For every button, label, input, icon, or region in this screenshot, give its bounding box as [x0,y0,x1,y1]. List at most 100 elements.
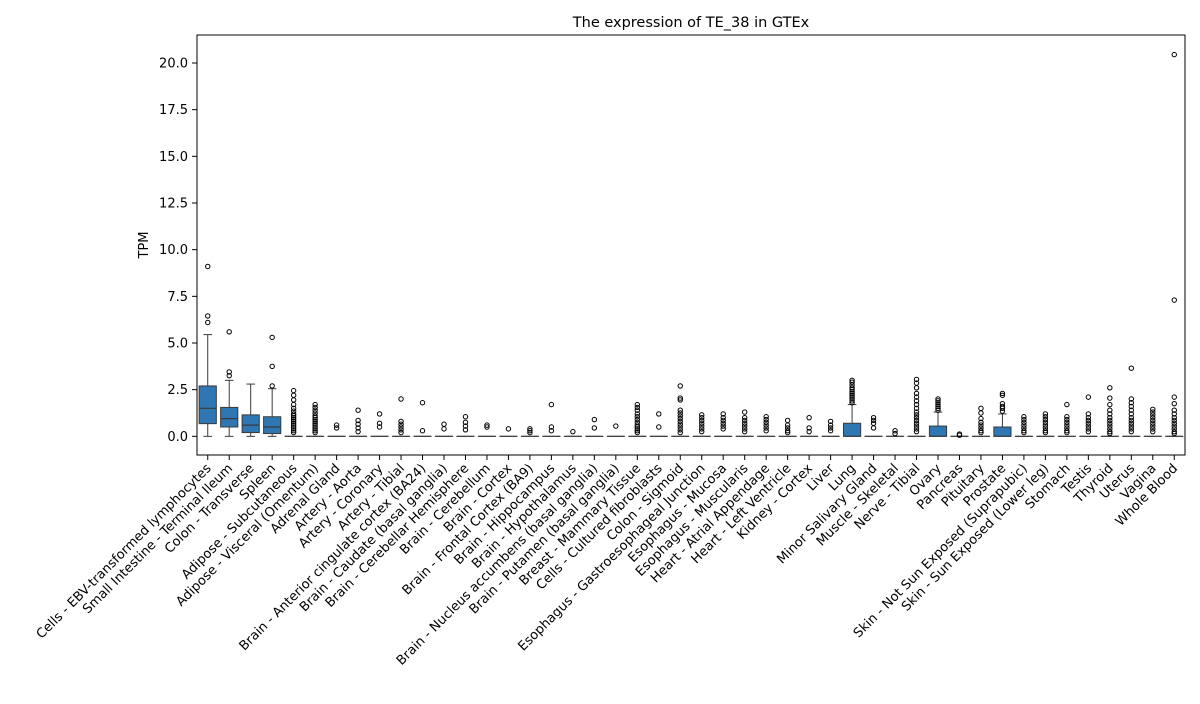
box [242,415,259,433]
outlier-point [807,415,811,419]
outlier-point [1000,409,1004,413]
box-group [801,415,818,436]
outlier-point [1172,395,1176,399]
outlier-point [206,264,210,268]
box-group [951,432,968,438]
box-group [221,330,238,437]
outlier-point [571,429,575,433]
outlier-point [206,314,210,318]
box-group [414,401,431,437]
x-tick-label: Cells - EBV-transformed lymphocytes [34,461,215,642]
box-group [1166,52,1183,436]
box-group [307,402,324,436]
outlier-point [700,429,704,433]
box-group [758,415,775,437]
box-group [672,384,689,437]
box-group [1080,395,1097,436]
outlier-point [420,401,424,405]
outlier-point [1129,429,1133,433]
box-group [371,412,388,437]
box-group [994,391,1011,436]
outlier-point [592,417,596,421]
outlier-point [270,335,274,339]
outlier-point [463,415,467,419]
plot-area [199,52,1183,437]
outlier-point [1129,366,1133,370]
box-group [521,427,538,437]
box-group [1015,415,1032,437]
box-group [199,264,216,436]
y-tick-label: 10.0 [159,243,188,258]
y-tick-label: 12.5 [159,197,188,212]
box-group [822,419,839,436]
box-group [457,415,474,437]
box [199,386,216,424]
y-tick-label: 0.0 [167,430,188,445]
box [221,407,238,427]
outlier-point [657,412,661,416]
box-group [908,377,925,436]
outlier-point [206,320,210,324]
outlier-point [1172,52,1176,56]
outlier-point [506,427,510,431]
box-group [886,429,903,437]
box-group [843,378,860,436]
box-group [543,402,560,436]
outlier-point [227,330,231,334]
box-group [285,388,302,436]
outlier-point [742,429,746,433]
outlier-point [979,411,983,415]
box-group [1123,366,1140,436]
outlier-point [742,410,746,414]
outlier-point [270,364,274,368]
plot-frame [197,35,1185,455]
outlier-point [678,430,682,434]
box [994,427,1011,436]
outlier-point [1086,395,1090,399]
outlier-point [399,430,403,434]
box [929,426,946,436]
outlier-point [1172,298,1176,302]
box-group [1037,412,1054,437]
box-group [715,412,732,437]
y-tick-label: 20.0 [159,57,188,72]
y-tick-label: 15.0 [159,150,188,165]
box-group [865,415,882,436]
outlier-point [291,398,295,402]
box-group [1144,407,1161,436]
box-group [349,408,366,436]
outlier-point [1086,429,1090,433]
outlier-point [549,402,553,406]
outlier-point [1108,396,1112,400]
outlier-point [1172,401,1176,405]
y-tick-label: 2.5 [167,383,188,398]
outlier-point [592,426,596,430]
outlier-point [1108,402,1112,406]
outlier-point [657,425,661,429]
box-group [736,410,753,436]
box [843,423,860,436]
chart-title: The expression of TE_38 in GTEx [572,15,810,31]
outlier-point [871,426,875,430]
outlier-point [828,429,832,433]
box-group [564,429,581,436]
outlier-point [721,427,725,431]
y-tick-label: 17.5 [159,103,188,118]
outlier-point [871,421,875,425]
outlier-point [1151,429,1155,433]
box-group [929,397,946,437]
outlier-point [678,384,682,388]
box-group [629,402,646,436]
box [264,417,281,434]
box-group [328,423,345,436]
outlier-point [764,429,768,433]
outlier-point [334,426,338,430]
outlier-point [914,429,918,433]
box-group [779,418,796,436]
box-group [693,413,710,437]
box-group [972,406,989,436]
outlier-point [291,388,295,392]
